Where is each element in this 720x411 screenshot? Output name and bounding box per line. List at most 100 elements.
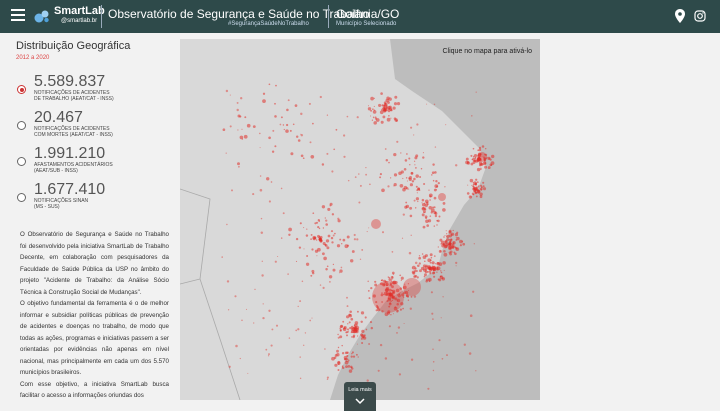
map-point <box>477 152 487 162</box>
map-point <box>354 327 357 330</box>
map-land <box>180 39 486 400</box>
map-point <box>348 313 351 317</box>
map-point <box>361 248 364 251</box>
map-point <box>401 237 404 239</box>
stat-option-deaths[interactable]: 20.467 NOTIFICAÇÕES DE ACIDENTES COM MOR… <box>16 109 176 143</box>
map-point <box>471 184 473 186</box>
brazil-map[interactable]: Clique no mapa para ativá-lo <box>180 39 540 400</box>
map-point <box>430 291 433 294</box>
map-point <box>333 148 336 151</box>
map-point <box>409 178 411 180</box>
map-point <box>374 280 377 283</box>
map-point <box>229 94 231 96</box>
selected-place[interactable]: Goiânia/GO <box>336 7 400 21</box>
map-point <box>427 277 432 282</box>
map-point <box>432 369 435 372</box>
map-point <box>405 177 408 179</box>
map-point <box>475 195 478 198</box>
map-point <box>292 123 295 126</box>
map-point <box>405 201 408 204</box>
map-point <box>347 323 349 325</box>
map-point <box>381 292 383 294</box>
map-point <box>452 241 455 244</box>
map-point <box>364 316 367 319</box>
menu-icon[interactable] <box>11 9 25 23</box>
map-point <box>351 353 353 355</box>
map-point <box>386 293 389 296</box>
map-point <box>318 220 321 222</box>
map-point <box>433 188 437 192</box>
map-point <box>406 153 408 155</box>
map-point <box>308 102 311 105</box>
radio-button[interactable] <box>17 121 26 130</box>
map-point <box>360 311 365 315</box>
map-point <box>466 161 470 165</box>
map-point <box>437 246 439 248</box>
map-point <box>243 134 248 139</box>
map-point <box>394 297 398 301</box>
stat-option-accidents[interactable]: 5.589.837 NOTIFICAÇÕES DE ACIDENTES DE T… <box>16 73 176 107</box>
map-point <box>411 180 415 183</box>
map-point <box>415 185 418 188</box>
map-point <box>356 310 359 313</box>
map-point <box>386 291 389 294</box>
map-point <box>418 255 421 257</box>
map-point <box>327 207 331 211</box>
stat-value: 1.991.210 <box>34 145 106 162</box>
radio-button[interactable] <box>17 157 26 166</box>
instagram-icon[interactable] <box>694 10 706 22</box>
map-point <box>346 315 350 319</box>
map-point <box>258 132 261 135</box>
map-point <box>262 99 266 103</box>
map-point <box>413 275 416 278</box>
map-pin-icon[interactable] <box>674 9 686 23</box>
map-point <box>445 124 447 126</box>
map-point <box>325 239 330 243</box>
map-point <box>351 250 355 253</box>
map-point <box>300 133 302 135</box>
map-point <box>380 293 384 297</box>
map-point <box>323 256 327 261</box>
map-point <box>396 302 399 306</box>
radio-button[interactable] <box>17 85 26 94</box>
map-point <box>277 255 279 258</box>
map-point <box>259 188 263 192</box>
map-point <box>432 361 435 363</box>
map-point <box>418 189 421 192</box>
map-point <box>389 282 393 285</box>
map-point <box>431 312 434 315</box>
read-more-button[interactable]: Leia mais <box>344 382 376 411</box>
map-point <box>337 217 340 220</box>
map-point <box>414 261 418 265</box>
map-point <box>303 248 305 250</box>
map-point <box>290 152 294 156</box>
map-point <box>419 176 422 178</box>
map-point <box>475 91 477 93</box>
map-point <box>453 243 455 245</box>
map-point <box>431 171 435 175</box>
stat-label: NOTIFICAÇÕES DE ACIDENTES COM MORTES (AE… <box>34 126 113 138</box>
map-point <box>350 317 354 321</box>
map-point <box>427 258 432 263</box>
map-point <box>438 249 442 253</box>
map-point <box>271 150 275 153</box>
map-point <box>404 159 408 162</box>
map-point <box>482 156 484 158</box>
map-point <box>360 320 363 324</box>
map-point <box>468 352 472 355</box>
map-point <box>337 346 340 349</box>
logo-name: SmartLab <box>54 5 105 17</box>
stat-option-sinan[interactable]: 1.677.410 NOTIFICAÇÕES SINAN (MS - SUS) <box>16 181 176 215</box>
radio-button[interactable] <box>17 193 26 202</box>
map-point <box>268 136 271 140</box>
map-point <box>442 244 445 247</box>
map-point <box>358 201 361 204</box>
map-point <box>285 129 289 133</box>
map-point <box>331 213 335 216</box>
map-point <box>413 177 416 181</box>
map-point <box>326 376 329 379</box>
stat-option-leaves[interactable]: 1.991.210 AFASTAMENTOS ACIDENTÁRIOS (AEA… <box>16 145 176 179</box>
chevron-down-icon <box>355 398 365 405</box>
map-point <box>477 185 480 188</box>
map-point <box>381 279 384 282</box>
